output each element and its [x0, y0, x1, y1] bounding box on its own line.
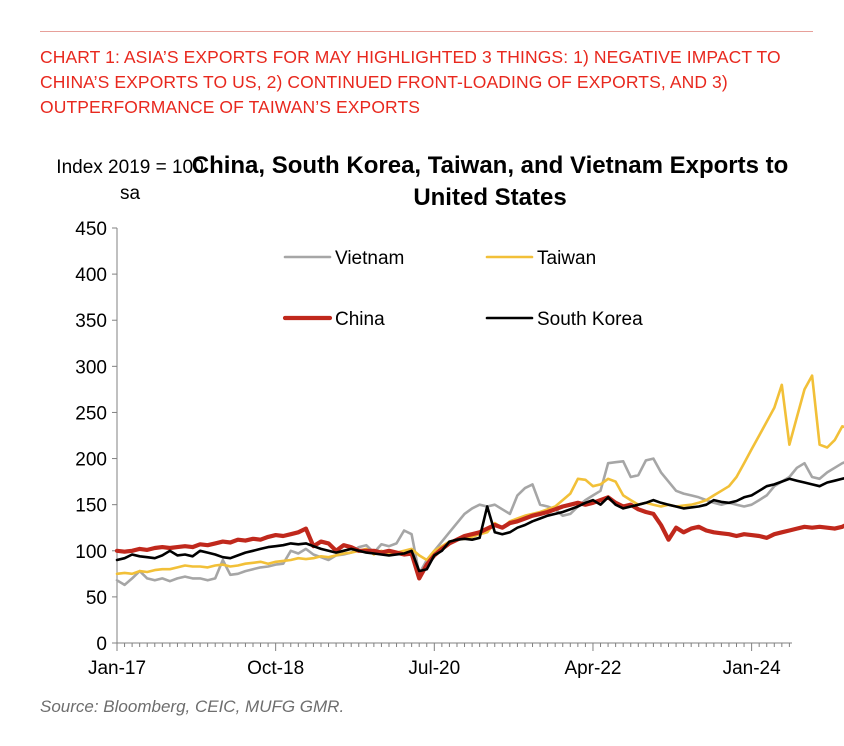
axes: 0 50 100 150 200 250 300 350 400 450 Jan-17 Oct-18 J…	[75, 219, 792, 679]
x-tick-label: Oct-18	[247, 658, 304, 679]
y-tick-label: 50	[86, 588, 107, 609]
legend-label-south-korea: South Korea	[537, 309, 643, 330]
chart-headline: CHART 1: ASIA’S EXPORTS FOR MAY HIGHLIGH…	[40, 47, 781, 117]
y-tick-label: 100	[75, 542, 107, 563]
legend: Vietnam Taiwan China South Korea	[282, 248, 643, 330]
y-axis-label: Index 2019 = 100 sa	[56, 157, 204, 204]
legend-label-china: China	[335, 309, 385, 330]
series-line-south-korea	[115, 477, 844, 573]
y-tick-label: 400	[75, 265, 107, 286]
series-line-china	[114, 495, 844, 581]
y-tick-label: 300	[75, 357, 107, 378]
source-note: Source: Bloomberg, CEIC, MUFG GMR.	[40, 697, 345, 716]
y-tick-label: 0	[96, 634, 107, 655]
top-rule	[40, 31, 813, 32]
x-tick-label: Jan-17	[88, 658, 146, 679]
y-tick-label: 200	[75, 450, 107, 471]
x-tick-label: Jan-24	[723, 658, 782, 679]
y-tick-label: 250	[75, 403, 107, 424]
legend-label-taiwan: Taiwan	[537, 248, 596, 269]
x-tick-label: Jul-20	[408, 658, 460, 679]
series-lines	[114, 374, 844, 587]
x-tick-label: Apr-22	[564, 658, 621, 679]
series-line-vietnam	[115, 457, 844, 587]
legend-label-vietnam: Vietnam	[335, 248, 404, 269]
chart-title: China, South Korea, Taiwan, and Vietnam …	[191, 152, 789, 211]
y-tick-label: 350	[75, 311, 107, 332]
y-tick-label: 450	[75, 219, 107, 240]
y-tick-label: 150	[75, 496, 107, 517]
